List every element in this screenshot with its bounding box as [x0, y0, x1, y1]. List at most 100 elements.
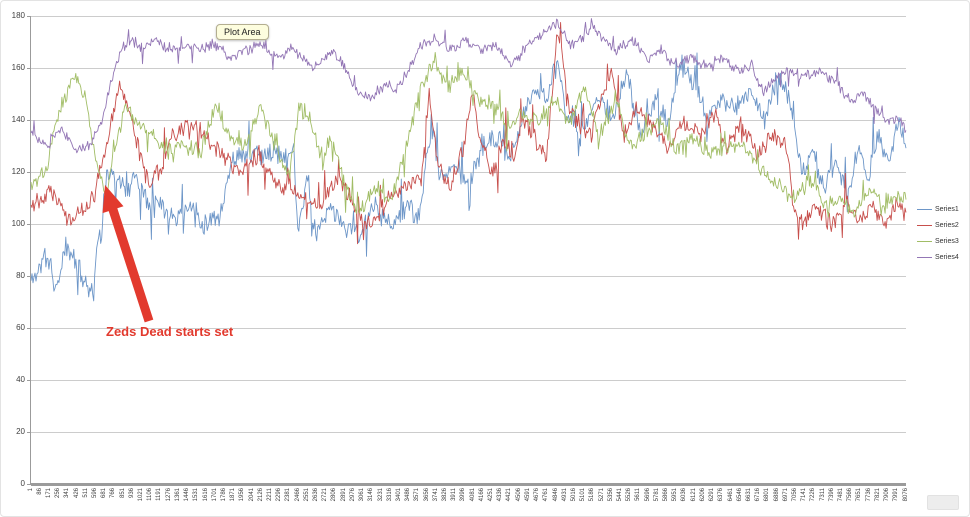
series-line-series3: [30, 51, 907, 218]
x-axis-tick-label: 5186: [589, 488, 596, 502]
x-axis-tick-label: 5866: [663, 488, 670, 502]
x-axis-tick-label: 4591: [524, 488, 531, 502]
x-axis-tick-label: 6121: [690, 488, 697, 502]
x-axis-tick-label: 1871: [230, 488, 237, 502]
gridline: [31, 380, 906, 381]
y-axis-line: [30, 16, 31, 484]
x-axis-tick-label: 766: [110, 488, 117, 499]
x-axis-tick-label: 5951: [672, 488, 679, 502]
x-axis-tick-label: 1191: [156, 488, 163, 501]
x-axis-tick-label: 2891: [340, 488, 347, 502]
y-axis-tick: [27, 16, 31, 17]
x-axis-tick-label: 1106: [147, 488, 154, 501]
x-axis-tick-label: 3146: [368, 488, 375, 502]
x-axis-tick-label: 7651: [856, 488, 863, 502]
x-axis-tick-label: 5101: [580, 488, 587, 502]
y-axis-tick: [27, 172, 31, 173]
legend-item-series2[interactable]: Series2: [917, 217, 959, 233]
x-axis-tick-label: 256: [55, 488, 62, 499]
x-axis-tick-label: 3316: [386, 488, 393, 502]
x-axis-tick-label: 5441: [616, 488, 623, 502]
x-axis-tick-label: 6886: [773, 488, 780, 502]
x-axis-tick-label: 6716: [755, 488, 762, 502]
legend[interactable]: Series1 Series2 Series3 Series4: [917, 201, 959, 265]
x-axis-tick-label: 4846: [552, 488, 559, 502]
x-axis-tick-label: 5271: [598, 488, 605, 502]
x-axis-tick-label: 1361: [174, 488, 181, 502]
y-axis-tick: [27, 68, 31, 69]
x-axis-tick-label: 2806: [331, 488, 338, 502]
x-axis-tick-label: 4421: [506, 488, 513, 502]
x-axis-tick-label: 4166: [478, 488, 485, 502]
x-axis-tick-label: 1701: [211, 488, 218, 502]
plot-area-tooltip: Plot Area: [216, 24, 269, 40]
x-axis-tick-label: 3996: [460, 488, 467, 502]
x-axis-tick-label: 7311: [819, 488, 826, 501]
x-axis-tick-label: 1021: [138, 488, 145, 502]
x-axis-tick-label: 86: [36, 488, 43, 495]
x-axis-tick-label: 7906: [884, 488, 891, 502]
x-axis-tick-label: 4676: [534, 488, 541, 502]
legend-marker: [917, 224, 932, 226]
legend-item-series1[interactable]: Series1: [917, 201, 959, 217]
legend-label: Series2: [935, 221, 959, 229]
gridline: [31, 328, 906, 329]
x-axis-tick-label: 3231: [377, 488, 384, 502]
series-line-series1: [30, 52, 907, 302]
x-axis-tick-label: 3826: [441, 488, 448, 502]
gridline: [31, 224, 906, 225]
x-axis-tick-label: 341: [64, 488, 71, 499]
legend-item-series4[interactable]: Series4: [917, 249, 959, 265]
x-axis-tick-label: 5696: [644, 488, 651, 502]
x-axis-tick-label: 7396: [828, 488, 835, 502]
y-axis-tick-label: 60: [16, 323, 25, 332]
legend-label: Series4: [935, 253, 959, 261]
y-axis-tick: [27, 120, 31, 121]
x-axis-tick-label: 3061: [359, 488, 366, 502]
legend-marker: [917, 240, 932, 242]
x-axis-tick-label: 3656: [423, 488, 430, 502]
x-axis-tick-label: 3401: [395, 488, 402, 502]
x-axis-tick-label: 6801: [764, 488, 771, 502]
y-axis-tick-label: 100: [11, 219, 25, 228]
x-axis-tick-label: 2976: [349, 488, 356, 502]
x-axis-tick-label: 5016: [570, 488, 577, 502]
x-axis-tick-label: 1786: [220, 488, 227, 502]
x-axis-tick-label: 5781: [653, 488, 660, 502]
x-axis-tick-label: 5526: [626, 488, 633, 502]
x-axis-tick-label: 2721: [322, 488, 329, 502]
x-axis-tick-label: 936: [128, 488, 135, 499]
x-axis-tick-label: 6036: [681, 488, 688, 502]
x-axis-tick-label: 3741: [432, 488, 439, 502]
legend-item-series3[interactable]: Series3: [917, 233, 959, 249]
x-axis-tick-label: 1: [27, 488, 34, 492]
legend-marker: [917, 208, 932, 210]
ui-artifact: [927, 495, 959, 510]
x-axis-tick-label: 4081: [469, 488, 476, 502]
x-axis-tick-label: 2041: [248, 488, 255, 502]
gridline: [31, 276, 906, 277]
y-axis-tick: [27, 328, 31, 329]
legend-label: Series1: [935, 205, 959, 213]
x-axis-tick-label: 6206: [699, 488, 706, 502]
y-axis-tick-label: 20: [16, 427, 25, 436]
x-axis-tick-label: 6971: [782, 488, 789, 502]
x-axis-tick-label: 4506: [515, 488, 522, 502]
x-axis-tick-label: 596: [91, 488, 98, 499]
x-axis-tick-label: 6631: [745, 488, 752, 502]
x-axis-tick-label: 4761: [543, 488, 550, 502]
x-axis-tick-label: 3571: [414, 488, 421, 502]
x-axis-tick-label: 7056: [791, 488, 798, 502]
y-axis-tick: [27, 432, 31, 433]
x-axis-tick-label: 6376: [718, 488, 725, 502]
x-axis-tick-label: 2466: [294, 488, 301, 502]
x-axis-line: [31, 483, 906, 486]
x-axis-tick-label: 1531: [193, 488, 200, 502]
x-axis-tick-label: 1956: [239, 488, 246, 502]
y-axis-tick-label: 160: [11, 63, 25, 72]
legend-label: Series3: [935, 237, 959, 245]
x-axis-tick-label: 2381: [285, 488, 292, 502]
